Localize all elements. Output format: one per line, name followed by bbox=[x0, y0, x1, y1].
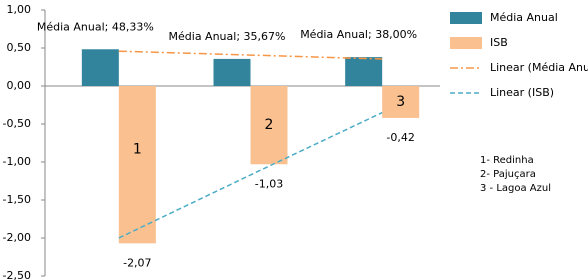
data-label: -0,42 bbox=[386, 131, 414, 144]
bar bbox=[81, 49, 119, 86]
category-label: 2 bbox=[265, 117, 274, 133]
bar bbox=[382, 86, 420, 118]
category-label: 1 bbox=[133, 142, 142, 158]
bar bbox=[345, 57, 383, 86]
note: 3 - Lagoa Azul bbox=[480, 183, 551, 194]
trend-line bbox=[118, 111, 383, 239]
data-label: Média Anual; 48,33% bbox=[37, 20, 154, 33]
legend-label: Linear (ISB) bbox=[490, 86, 554, 99]
y-tick-label: -1,00 bbox=[3, 155, 31, 168]
data-label: Média Anual; 35,67% bbox=[169, 30, 286, 43]
y-tick-label: -2,00 bbox=[3, 231, 31, 244]
data-label: Média Anual; 38,00% bbox=[300, 28, 417, 41]
legend-swatch bbox=[450, 12, 482, 24]
legend-swatch bbox=[450, 37, 482, 49]
legend-label: Linear (Média Anual) bbox=[490, 61, 588, 74]
legend-label: ISB bbox=[490, 36, 508, 49]
note: 2- Pajuçara bbox=[480, 169, 536, 180]
y-tick-label: -1,50 bbox=[3, 193, 31, 206]
y-tick-label: 0,50 bbox=[7, 41, 32, 54]
bar bbox=[118, 86, 156, 244]
legend-label: Média Anual bbox=[490, 11, 558, 24]
bar bbox=[213, 58, 251, 86]
y-tick-label: -0,50 bbox=[3, 117, 31, 130]
data-label: -2,07 bbox=[123, 256, 151, 269]
y-tick-label: -2,50 bbox=[3, 269, 31, 280]
y-tick-label: 0,00 bbox=[7, 79, 32, 92]
category-label: 3 bbox=[396, 94, 405, 110]
trend-line bbox=[118, 50, 383, 60]
note: 1- Redinha bbox=[480, 155, 534, 166]
y-tick-label: 1,00 bbox=[7, 3, 32, 16]
data-label: -1,03 bbox=[255, 177, 283, 190]
bar bbox=[250, 86, 288, 165]
